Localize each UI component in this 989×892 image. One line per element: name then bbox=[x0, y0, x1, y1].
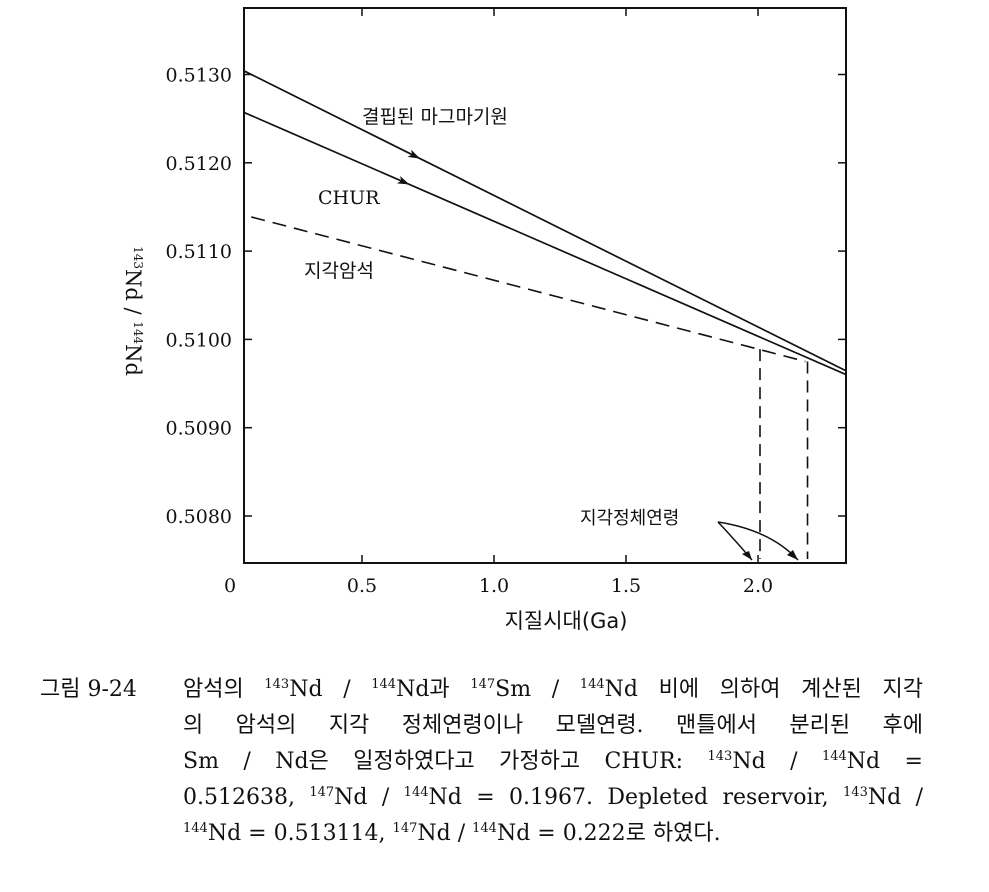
caption-text: 암석의 bbox=[183, 677, 265, 702]
model-age-pointer-head-2 bbox=[787, 550, 798, 560]
caption-text: Nd = bbox=[846, 749, 923, 774]
series-line-3 bbox=[244, 214, 806, 363]
series-label-1: 결핍된 마그마기원 bbox=[362, 106, 508, 128]
caption-line: 0.512638, 147Nd / 144Nd = 0.1967. Deplet… bbox=[183, 780, 923, 816]
plot-frame bbox=[243, 7, 847, 564]
caption-superscript: 143 bbox=[707, 749, 733, 764]
figure-caption: 암석의 143Nd / 144Nd과 147Sm / 144Nd 비에 의하여 … bbox=[183, 672, 923, 852]
caption-text: Nd = 0.513114, bbox=[207, 821, 393, 846]
series-label-3: 지각암석 bbox=[304, 260, 374, 282]
y-tick-label: 0.5090 bbox=[166, 418, 232, 440]
caption-text: Nd 비에 의하여 계산된 지각 bbox=[604, 677, 923, 702]
caption-superscript: 147 bbox=[309, 785, 335, 800]
caption-superscript: 144 bbox=[183, 821, 208, 836]
caption-text: Nd / bbox=[867, 785, 923, 810]
y-tick-label: 0.5080 bbox=[166, 506, 232, 528]
model-age-pointer-head-1 bbox=[742, 551, 752, 560]
y-tick-label: 0.5120 bbox=[166, 153, 232, 175]
caption-superscript: 144 bbox=[472, 821, 497, 836]
caption-superscript: 144 bbox=[403, 785, 429, 800]
chart: 0.5080 0.5090 0.5100 0.5110 0.5120 0.5130 0 0.5… bbox=[121, 7, 847, 633]
caption-superscript: 147 bbox=[470, 677, 496, 692]
caption-text: Nd / bbox=[732, 749, 822, 774]
caption-superscript: 147 bbox=[392, 821, 418, 836]
model-age-pointer-2 bbox=[717, 521, 799, 561]
x-tick-label: 0.5 bbox=[347, 575, 377, 597]
caption-text: 의 암석의 지각 정체연령이나 모델연령. 맨틀에서 분리된 후에 bbox=[183, 713, 923, 738]
model-age-label: 지각정체연령 bbox=[580, 508, 679, 529]
caption-text: Sm / Nd은 일정하였다고 가정하고 CHUR: bbox=[183, 749, 708, 774]
x-tick-label: 1.0 bbox=[479, 575, 509, 597]
x-tick-label: 1.5 bbox=[611, 575, 641, 597]
caption-text: Nd / bbox=[417, 821, 473, 846]
series-line-1 bbox=[244, 69, 846, 372]
caption-superscript: 144 bbox=[821, 749, 847, 764]
caption-text: Nd = 0.222로 하였다. bbox=[496, 821, 721, 846]
caption-text: 0.512638, bbox=[183, 785, 310, 810]
caption-superscript: 144 bbox=[579, 677, 605, 692]
caption-line: 144Nd = 0.513114, 147Nd / 144Nd = 0.222로… bbox=[183, 816, 923, 852]
x-tick-label: 2.0 bbox=[743, 575, 773, 597]
caption-superscript: 144 bbox=[371, 677, 397, 692]
series-line-2 bbox=[244, 111, 846, 376]
y-tick-label: 0.5130 bbox=[166, 65, 232, 87]
arrowhead-depleted bbox=[407, 149, 421, 159]
caption-text: Nd = 0.1967. Depleted reservoir, bbox=[428, 785, 844, 810]
caption-text: Nd / bbox=[289, 677, 372, 702]
caption-superscript: 143 bbox=[843, 785, 868, 800]
arrowhead-chur bbox=[396, 176, 410, 185]
y-tick-label: 0.5110 bbox=[166, 241, 232, 263]
caption-line: 암석의 143Nd / 144Nd과 147Sm / 144Nd 비에 의하여 … bbox=[183, 672, 923, 708]
x-axis-title: 지질시대(Ga) bbox=[505, 609, 628, 633]
caption-line: 의 암석의 지각 정체연령이나 모델연령. 맨틀에서 분리된 후에 bbox=[183, 708, 923, 744]
caption-line: Sm / Nd은 일정하였다고 가정하고 CHUR: 143Nd / 144Nd… bbox=[183, 744, 923, 780]
x-tick-label: 0 bbox=[224, 575, 236, 597]
y-axis-title: 143Nd / 144Nd bbox=[121, 246, 145, 376]
caption-text: Nd / bbox=[334, 785, 404, 810]
series-label-2: CHUR bbox=[318, 187, 380, 209]
caption-text: Nd과 bbox=[396, 677, 471, 702]
caption-superscript: 143 bbox=[264, 677, 290, 692]
figure-number: 그림 9-24 bbox=[40, 677, 137, 702]
y-tick-label: 0.5100 bbox=[166, 329, 232, 351]
caption-text: Sm / bbox=[495, 677, 580, 702]
